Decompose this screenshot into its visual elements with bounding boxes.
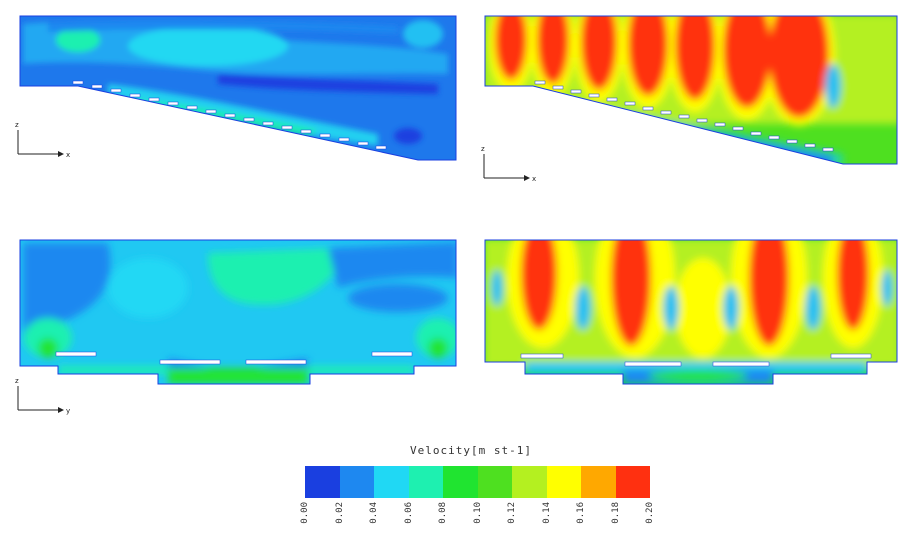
legend-tick-label: 0.10 (472, 502, 483, 524)
panel-top-left-velocity-xz (19, 15, 457, 161)
legend-tick-label: 0.00 (300, 502, 310, 524)
legend-swatch (408, 466, 443, 498)
legend-color-bar (305, 466, 650, 498)
legend-swatch (512, 466, 547, 498)
axis-indicator-bottom-left: z y (15, 377, 70, 415)
legend-tick-label: 0.06 (403, 502, 414, 524)
legend-tick-label: 0.02 (334, 502, 345, 524)
legend-tick-label: 0.12 (507, 502, 517, 524)
inlet-slots-top-left (72, 80, 387, 150)
legend-tick-label: 0.18 (610, 502, 621, 524)
axis-label-z: z (15, 377, 19, 385)
axis-label-z: z (15, 121, 19, 129)
legend-tick-label: 0.08 (438, 502, 448, 524)
axis-label-x: x (532, 175, 536, 183)
legend-tick-label: 0.16 (576, 502, 586, 524)
legend-swatch (374, 466, 409, 498)
legend-swatch (546, 466, 581, 498)
panel-bottom-left-velocity-yz (19, 239, 457, 385)
legend-swatch (615, 466, 650, 498)
legend-swatch (443, 466, 478, 498)
panel-bottom-right-velocity-yz (484, 239, 898, 385)
legend-tick-label: 0.04 (369, 502, 379, 524)
legend-swatch (477, 466, 512, 498)
legend-swatch (339, 466, 374, 498)
inlet-slots-top-right (534, 80, 834, 152)
inlet-slots-bottom-right (520, 353, 872, 367)
legend-title: Velocity[m st-1] (410, 444, 532, 457)
axis-indicator-top-left: z x (15, 121, 70, 159)
legend-tick-label: 0.14 (541, 502, 552, 524)
axis-indicator-top-right: z x (481, 145, 536, 183)
axis-label-x: x (66, 151, 70, 159)
panel-top-right-velocity-xz (484, 15, 898, 165)
axis-label-z: z (481, 145, 485, 153)
legend-tick-label: 0.20 (645, 502, 655, 524)
legend-swatch (581, 466, 616, 498)
legend-swatch (305, 466, 340, 498)
inlet-slots-bottom-left (55, 351, 413, 365)
axis-label-y: y (66, 407, 70, 415)
